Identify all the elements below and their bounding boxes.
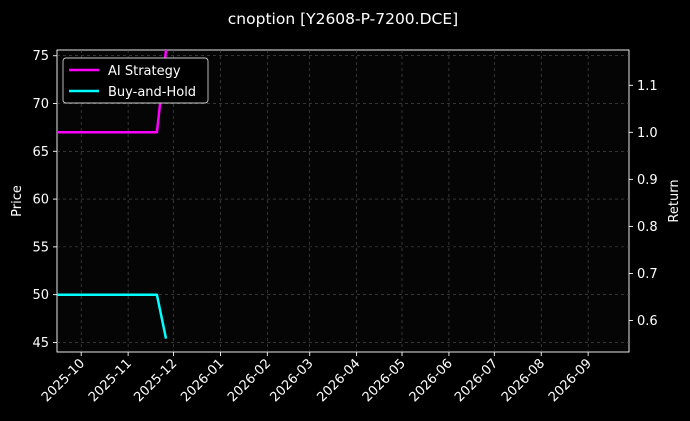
- x-tick-label: 2026-08: [499, 356, 548, 405]
- legend: AI Strategy Buy-and-Hold: [62, 57, 209, 104]
- x-tick-label: 2025-12: [131, 356, 180, 405]
- x-tick-label: 2026-03: [268, 356, 317, 405]
- legend-label-buy-and-hold: Buy-and-Hold: [108, 85, 196, 100]
- x-tick-label: 2025-10: [39, 356, 88, 405]
- x-tick-label: 2026-09: [546, 356, 595, 405]
- left-tick-label: 55: [32, 240, 49, 255]
- right-tick-label: 0.7: [637, 267, 658, 282]
- right-tick-label: 1.1: [637, 79, 658, 94]
- left-tick-label: 50: [32, 288, 49, 303]
- right-tick-label: 1.0: [637, 126, 658, 141]
- left-tick-label: 75: [32, 49, 49, 64]
- x-tick-label: 2026-02: [225, 356, 274, 405]
- chart-title: cnoption [Y2608-P-7200.DCE]: [228, 10, 458, 28]
- left-tick-label: 65: [32, 145, 49, 160]
- x-tick-label: 2026-05: [360, 356, 409, 405]
- right-tick-label: 0.6: [637, 314, 658, 329]
- right-axis-label: Return: [667, 179, 682, 222]
- left-tick-label: 60: [32, 193, 49, 208]
- left-tick-label: 70: [32, 97, 49, 112]
- x-tick-label: 2025-11: [86, 356, 135, 405]
- x-tick-label: 2026-06: [407, 356, 456, 405]
- right-tick-label: 0.9: [637, 173, 658, 188]
- x-tick-label: 2026-01: [178, 356, 227, 405]
- left-axis-label: Price: [10, 185, 25, 217]
- left-axis: 45 50 55 60 65 70 75: [32, 49, 57, 351]
- series-line-buy-and-hold: [57, 293, 168, 339]
- legend-label-ai-strategy: AI Strategy: [108, 64, 181, 79]
- grid: [57, 50, 629, 352]
- legend-box: [62, 57, 209, 104]
- left-tick-label: 45: [32, 336, 49, 351]
- x-tick-label: 2026-07: [452, 356, 501, 405]
- right-axis: 0.6 0.7 0.8 0.9 1.0 1.1: [629, 79, 658, 329]
- right-tick-label: 0.8: [637, 220, 658, 235]
- x-axis: 2025-102025-112025-122026-012026-022026-…: [39, 352, 595, 405]
- x-tick-label: 2026-04: [314, 356, 363, 405]
